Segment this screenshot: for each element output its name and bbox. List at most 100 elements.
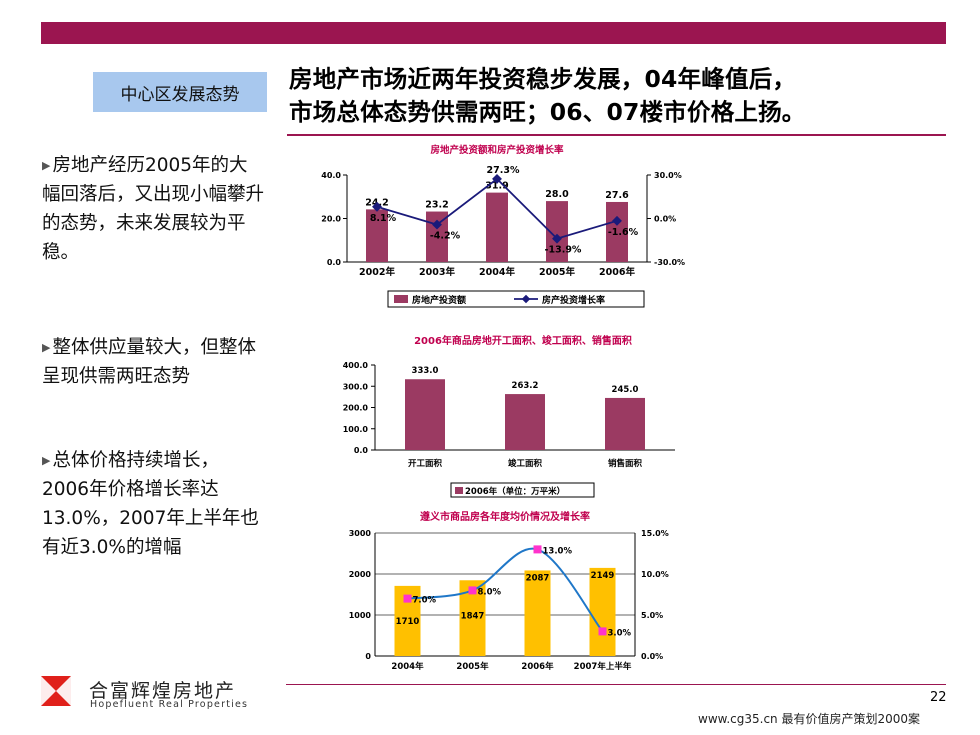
- y-tick-label: 40.0: [321, 171, 341, 180]
- x-tick-label: 2004年: [479, 266, 515, 278]
- bullet-text: 房地产经历2005年的大幅回落后，又出现小幅攀升的态势，未来发展较为平稳。: [42, 155, 265, 263]
- y-tick-label: 400.0: [343, 361, 369, 370]
- growth-value-label: -13.9%: [545, 245, 582, 256]
- x-tick-label: 2005年: [539, 266, 575, 278]
- bar-value-label: 27.6: [605, 190, 629, 201]
- bar: [405, 379, 445, 450]
- chart-title: 房地产投资额和房产投资增长率: [430, 144, 564, 156]
- bar: [546, 201, 568, 262]
- y-tick-label: 20.0: [321, 215, 341, 224]
- bar: [366, 209, 388, 262]
- chart-title: 遵义市商品房各年度均价情况及增长率: [420, 510, 590, 523]
- bar-value-label: 2149: [591, 571, 615, 581]
- growth-marker: [432, 219, 442, 230]
- y-tick-label: 1000: [349, 611, 372, 620]
- bar: [605, 397, 645, 450]
- x-tick-label: 2004年: [391, 661, 424, 672]
- logo-english-name: Hopefluent Real Properties: [90, 699, 249, 710]
- growth-marker: [552, 233, 562, 244]
- y-tick-label: 200.0: [343, 404, 369, 413]
- growth-value-label: 3.0%: [608, 628, 632, 638]
- bar: [589, 567, 616, 656]
- footer-watermark: www.cg35.cn 最有价值房产策划2000案: [698, 712, 921, 726]
- bullet-point: ▶ 整体供应量较大，但整体呈现供需两旺态势: [42, 333, 264, 391]
- headline-divider: [287, 134, 946, 136]
- growth-value-label: 7.0%: [413, 596, 437, 606]
- growth-value-label: 27.3%: [487, 165, 520, 176]
- y-tick-label: 2000: [349, 570, 372, 579]
- growth-marker: [533, 545, 542, 554]
- legend-label: 房产投资增长率: [542, 294, 605, 306]
- x-tick-label: 开工面积: [408, 458, 443, 469]
- growth-marker: [403, 594, 412, 603]
- x-tick-label: 2006年: [599, 266, 635, 278]
- x-tick-label: 2005年: [456, 661, 489, 672]
- bullet-point: ▶ 房地产经历2005年的大幅回落后，又出现小幅攀升的态势，未来发展较为平稳。: [42, 151, 264, 267]
- growth-marker: [612, 215, 622, 226]
- legend-label: 房地产投资额: [412, 294, 466, 306]
- bullet-point: ▶ 总体价格持续增长，2006年价格增长率达13.0%，2007年上半年也有近3.…: [42, 446, 264, 562]
- growth-value-label: -4.2%: [430, 231, 461, 242]
- bar-value-label: 31.9: [485, 181, 508, 192]
- growth-value-label: 8.0%: [478, 587, 502, 597]
- y2-tick-label: 0.0%: [641, 652, 663, 661]
- y2-tick-label: -30.0%: [654, 258, 685, 267]
- y-tick-label: 100.0: [343, 425, 369, 434]
- y2-tick-label: 10.0%: [641, 570, 669, 579]
- bar-value-label: 1710: [396, 617, 420, 627]
- growth-marker: [468, 586, 477, 595]
- x-tick-label: 2006年: [521, 661, 554, 672]
- legend-swatch-bar: [455, 487, 463, 494]
- legend-label: 2006年（单位：万平米）: [465, 486, 565, 497]
- legend-swatch-bar: [394, 295, 408, 303]
- growth-marker: [492, 173, 502, 184]
- y2-tick-label: 5.0%: [641, 611, 663, 620]
- bullet-triangle-icon: ▶: [42, 454, 51, 467]
- growth-value-label: 8.1%: [370, 213, 397, 224]
- bullet-text: 总体价格持续增长，2006年价格增长率达13.0%，2007年上半年也有近3.0…: [42, 450, 259, 558]
- growth-value-label: 13.0%: [543, 546, 573, 556]
- y2-tick-label: 0.0%: [654, 215, 676, 224]
- bar: [505, 394, 545, 450]
- bar-value-label: 333.0: [412, 366, 439, 376]
- bar-value-label: 263.2: [512, 381, 539, 391]
- y-tick-label: 0.0: [354, 446, 369, 455]
- growth-marker: [598, 627, 607, 636]
- y-tick-label: 3000: [349, 529, 372, 538]
- x-tick-label: 2003年: [419, 266, 455, 278]
- bar-value-label: 1847: [461, 611, 485, 621]
- footer-divider: [286, 684, 946, 685]
- headline-line-2: 市场总体态势供需两旺；06、07楼市价格上扬。: [289, 98, 806, 126]
- bullet-triangle-icon: ▶: [42, 341, 51, 354]
- bar-value-label: 2087: [526, 573, 550, 583]
- y-tick-label: 0.0: [327, 258, 342, 267]
- chart-title: 2006年商品房地开工面积、竣工面积、销售面积: [414, 334, 632, 347]
- bar: [486, 192, 508, 262]
- logo-chinese-name: 合富辉煌房地产: [89, 680, 237, 702]
- growth-line: [407, 547, 604, 633]
- hopefluent-logo-icon: [41, 676, 71, 706]
- legend-swatch-marker: [521, 294, 531, 304]
- x-tick-label: 竣工面积: [508, 458, 543, 469]
- section-badge: 中心区发展态势: [93, 72, 267, 112]
- y-tick-label: 300.0: [343, 382, 369, 391]
- bar: [606, 201, 628, 262]
- top-accent-bar: [41, 22, 946, 44]
- y2-tick-label: 15.0%: [641, 529, 669, 538]
- growth-value-label: -1.6%: [608, 227, 639, 238]
- x-tick-label: 2007年上半年: [574, 661, 632, 672]
- legend-box: [450, 482, 595, 498]
- x-tick-label: 2002年: [359, 266, 395, 278]
- page-number: 22: [930, 690, 947, 705]
- bar: [426, 211, 448, 262]
- growth-marker: [372, 201, 382, 212]
- headline-line-1: 房地产市场近两年投资稳步发展，04年峰值后，: [289, 65, 797, 93]
- y2-tick-label: 30.0%: [654, 171, 682, 180]
- bar-value-label: 23.2: [425, 200, 448, 211]
- bullet-text: 整体供应量较大，但整体呈现供需两旺态势: [42, 337, 256, 387]
- bar-value-label: 245.0: [612, 385, 639, 395]
- y-tick-label: 0: [365, 652, 371, 661]
- bullet-triangle-icon: ▶: [42, 159, 51, 172]
- bar: [524, 570, 551, 656]
